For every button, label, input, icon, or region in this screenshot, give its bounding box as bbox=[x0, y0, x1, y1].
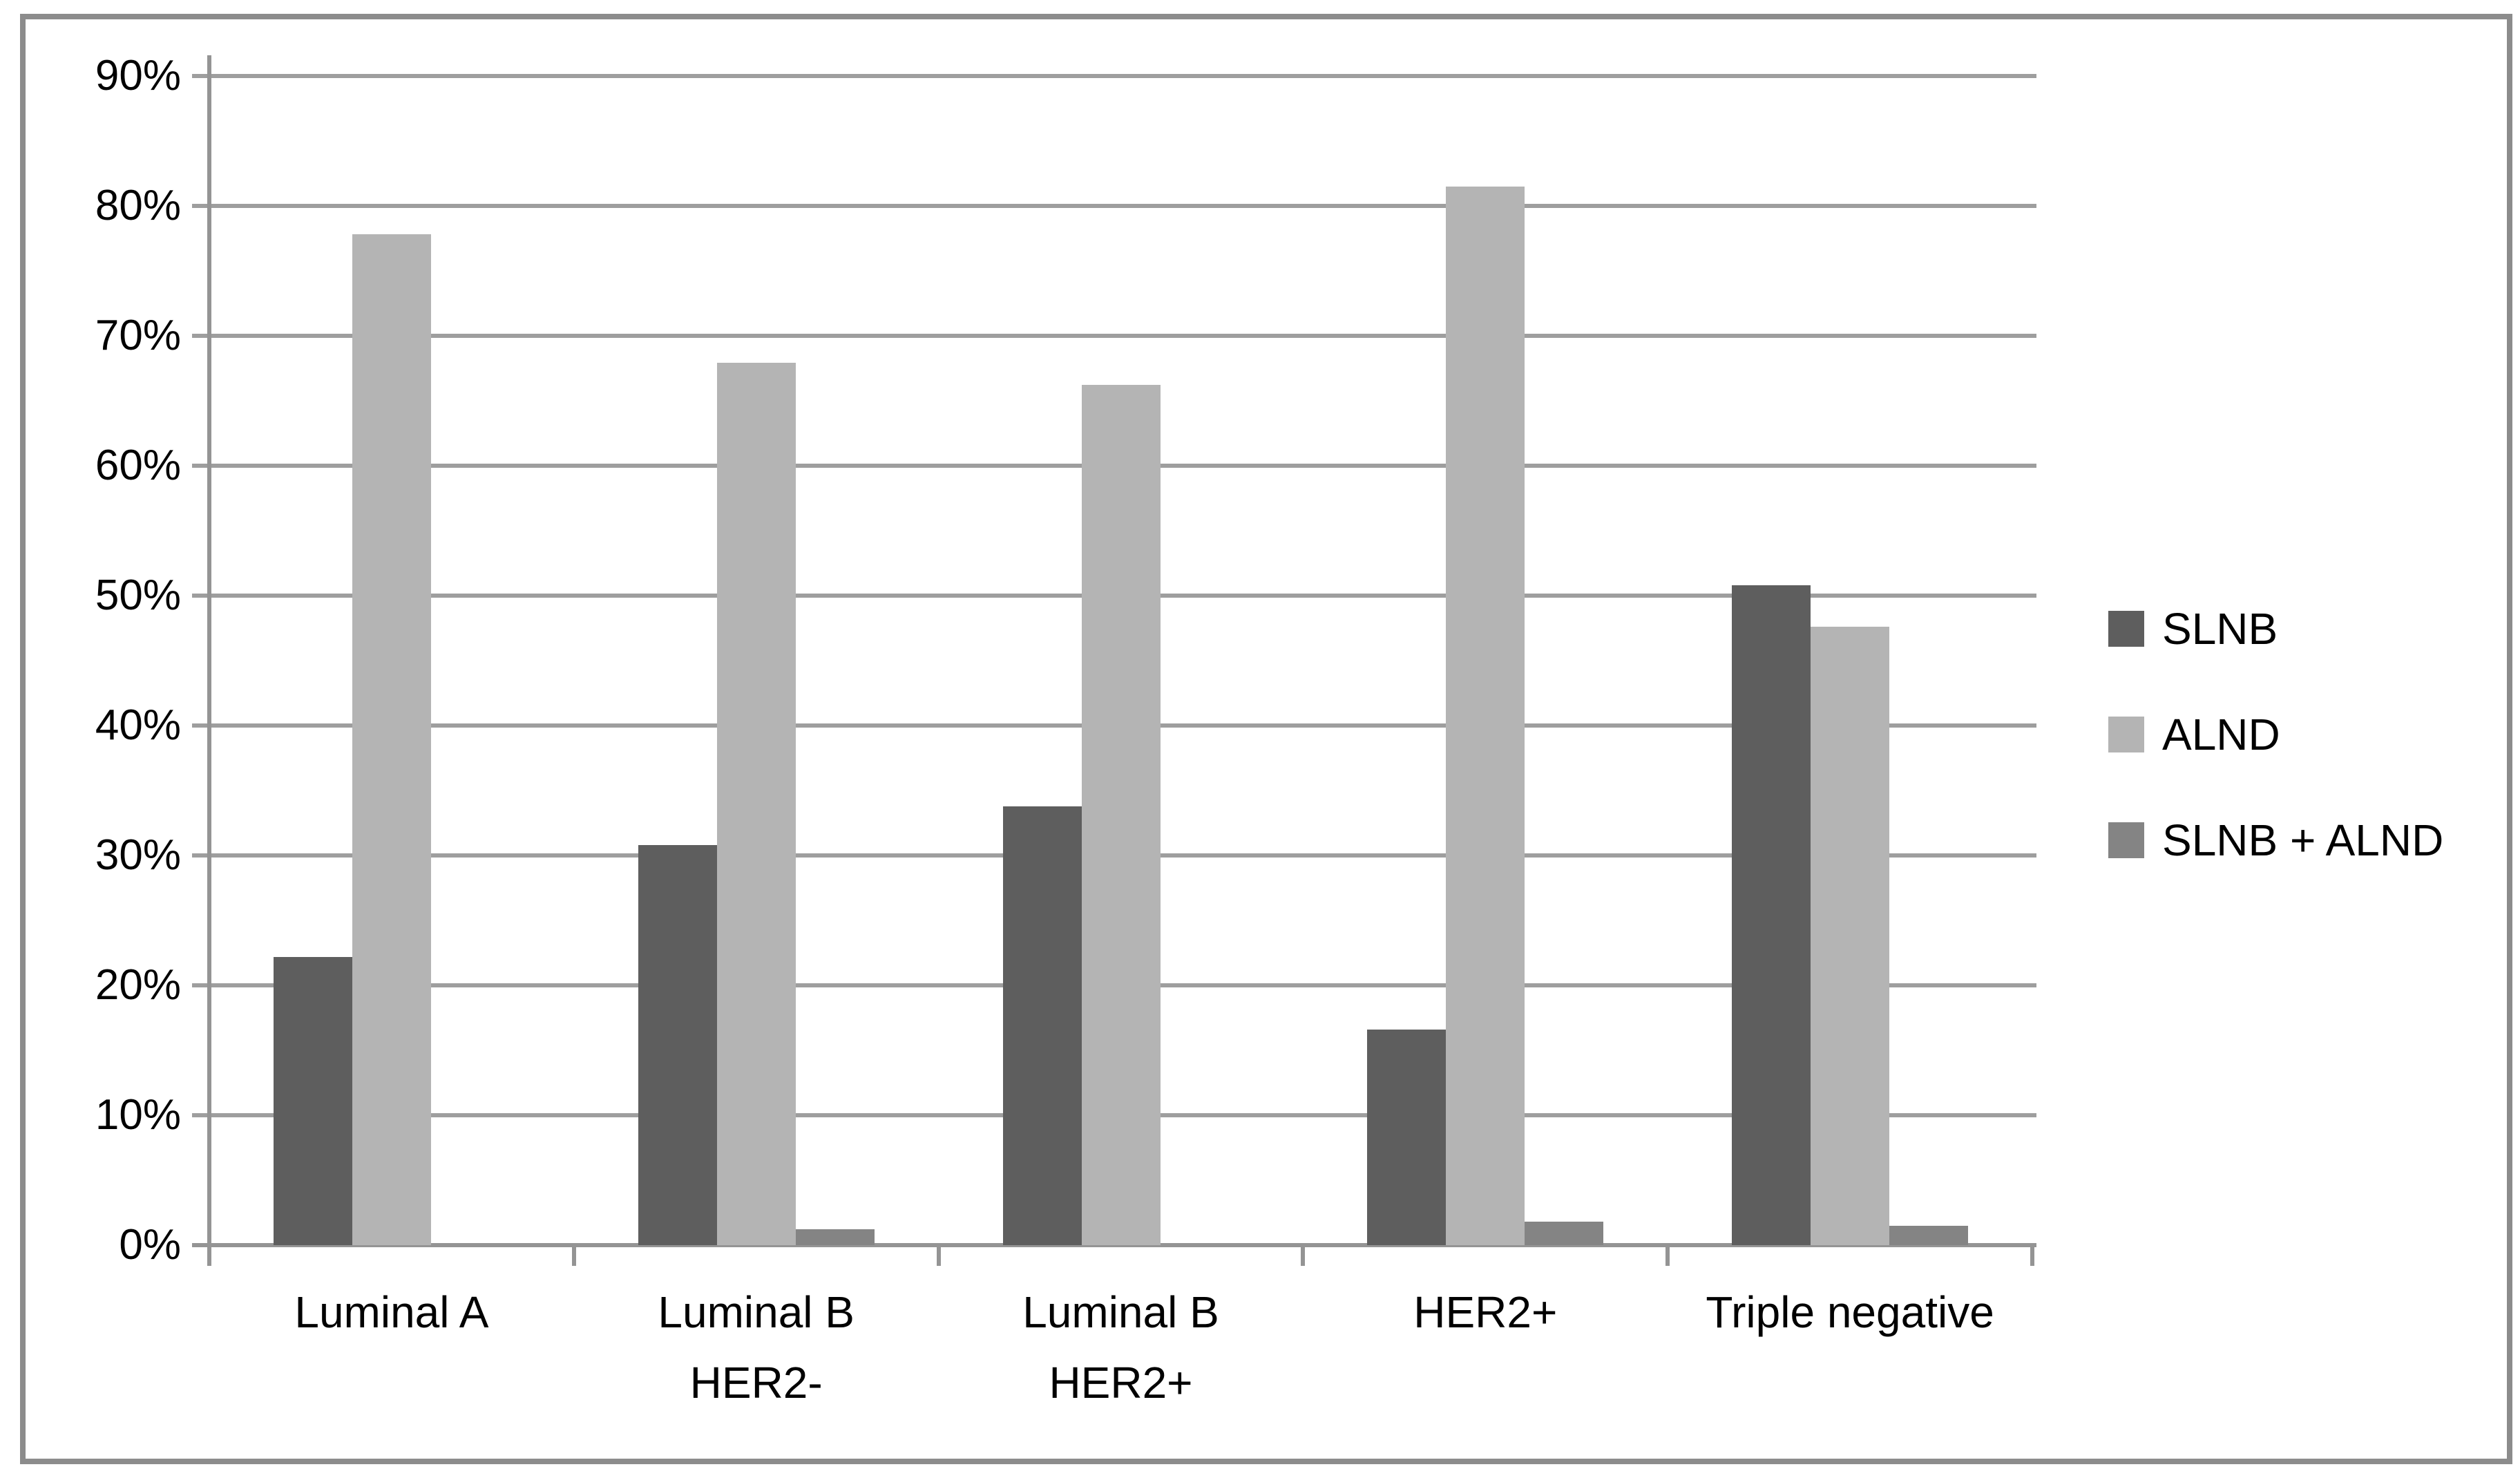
y-axis-tick-label: 0% bbox=[119, 1221, 181, 1269]
x-axis-category-label: Luminal A bbox=[212, 1277, 571, 1347]
bar-SLNB-0 bbox=[273, 956, 352, 1245]
y-axis-tick-label: 50% bbox=[95, 571, 181, 619]
x-axis-category-label-line: Luminal B bbox=[658, 1287, 855, 1337]
x-axis-category-label-line: HER2- bbox=[689, 1358, 823, 1408]
y-axis-tick-label: 40% bbox=[95, 701, 181, 749]
y-axis-tick-label: 70% bbox=[95, 312, 181, 359]
x-axis-category-label-line: HER2+ bbox=[1049, 1358, 1193, 1408]
bar-SLNB-1 bbox=[638, 844, 717, 1245]
x-axis-line bbox=[192, 1243, 2036, 1247]
x-axis-category-label: Luminal B HER2+ bbox=[942, 1277, 1301, 1418]
legend: SLNB ALND SLNB + ALND bbox=[2108, 600, 2443, 917]
y-axis-tick-label: 30% bbox=[95, 831, 181, 879]
bar-SLNBALND-4 bbox=[1889, 1225, 1969, 1245]
legend-item-SLNB: SLNB bbox=[2108, 600, 2443, 658]
bar-SLNBALND-3 bbox=[1525, 1222, 1604, 1245]
x-axis-tick bbox=[936, 1245, 941, 1266]
gridline-70pct bbox=[192, 334, 2036, 338]
legend-label: SLNB bbox=[2162, 604, 2278, 654]
gridline-90pct bbox=[192, 74, 2036, 78]
x-axis-tick bbox=[1301, 1245, 1306, 1266]
x-axis-category-label: Luminal B HER2- bbox=[577, 1277, 936, 1418]
x-axis-tick bbox=[207, 1245, 211, 1266]
y-axis-tick-label: 80% bbox=[95, 182, 181, 229]
x-axis-category-label: HER2+ bbox=[1306, 1277, 1665, 1347]
bar-SLNBALND-1 bbox=[795, 1229, 875, 1245]
y-axis-line bbox=[207, 55, 211, 1266]
bar-ALND-2 bbox=[1081, 385, 1161, 1245]
bar-SLNB-4 bbox=[1732, 585, 1811, 1245]
gridline-80pct bbox=[192, 204, 2036, 208]
legend-item-ALND: ALND bbox=[2108, 705, 2443, 764]
y-axis-tick-label: 10% bbox=[95, 1091, 181, 1139]
y-axis-tick-label: 20% bbox=[95, 961, 181, 1009]
y-axis-tick-label: 90% bbox=[95, 52, 181, 100]
chart-border bbox=[20, 14, 2512, 1464]
legend-label: SLNB + ALND bbox=[2162, 815, 2444, 865]
legend-swatch-icon bbox=[2108, 717, 2144, 752]
bar-ALND-1 bbox=[716, 363, 796, 1245]
x-axis-tick bbox=[571, 1245, 576, 1266]
bar-SLNB-2 bbox=[1002, 806, 1082, 1245]
legend-swatch-icon bbox=[2108, 611, 2144, 647]
bar-SLNB-3 bbox=[1367, 1029, 1447, 1245]
legend-swatch-icon bbox=[2108, 822, 2144, 858]
bar-ALND-3 bbox=[1446, 186, 1525, 1245]
y-axis-tick-label: 60% bbox=[95, 442, 181, 489]
x-axis-tick bbox=[2030, 1245, 2034, 1266]
x-axis-category-label-line: HER2+ bbox=[1413, 1287, 1558, 1337]
x-axis-category-label-line: Luminal A bbox=[294, 1287, 489, 1337]
x-axis-category-label-line: Luminal B bbox=[1022, 1287, 1219, 1337]
x-axis-category-label: Triple negative bbox=[1670, 1277, 2030, 1347]
legend-label: ALND bbox=[2162, 710, 2280, 759]
x-axis-category-label-line: Triple negative bbox=[1706, 1287, 1994, 1337]
x-axis-tick bbox=[1665, 1245, 1670, 1266]
bar-ALND-0 bbox=[352, 234, 431, 1245]
legend-item-SLNBALND: SLNB + ALND bbox=[2108, 811, 2443, 869]
bar-ALND-4 bbox=[1811, 627, 1890, 1245]
